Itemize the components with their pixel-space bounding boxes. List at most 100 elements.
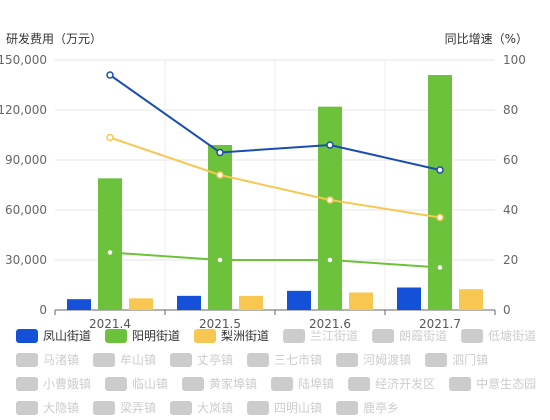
x-tick-label: 2021.6 (309, 317, 351, 331)
point-梨洲街道-2021.6[interactable] (326, 196, 334, 204)
legend-label: 阳明街道 (132, 329, 180, 343)
legend-label: 陆埠镇 (298, 376, 334, 391)
legend-label: 小曹娥镇 (43, 377, 91, 391)
x-tick-label: 2021.7 (419, 317, 461, 331)
legend-item[interactable]: 大岚镇 (170, 401, 233, 415)
axes: 0 30,000 60,000 90,000 120,000 150,000 0 20 40 60… (0, 53, 526, 331)
y-right-tick-label: 80 (503, 103, 518, 117)
legend-item[interactable]: 河姆渡镇 (336, 352, 411, 367)
y-right-tick-label: 100 (503, 53, 526, 67)
y-left-tick-label: 0 (39, 303, 47, 317)
legend-swatch (461, 329, 484, 343)
legend-swatch (336, 353, 359, 367)
legend-swatch (271, 377, 294, 391)
legend-swatch (247, 353, 270, 367)
legend-swatch (105, 377, 128, 391)
line-梨洲街道 (109, 136, 441, 219)
legend-swatch (105, 329, 128, 343)
legend-label: 中意生态园 (476, 376, 536, 391)
y-left-tick-label: 90,000 (5, 153, 47, 167)
lines (106, 71, 444, 272)
bar-梨洲街道-2021.6[interactable] (349, 292, 373, 311)
left-axis-title: 研发费用（万元） (6, 31, 102, 46)
bar-阳明街道-2021.4[interactable] (98, 178, 122, 310)
bar-阳明街道-2021.7[interactable] (428, 75, 452, 310)
right-axis-title: 同比增速（%） (445, 32, 528, 46)
legend-label: 鹿亭乡 (363, 400, 399, 415)
legend-item[interactable]: 黄家埠镇 (182, 376, 257, 391)
legend-item[interactable]: 兰江街道 (283, 329, 358, 343)
legend-label: 经济开发区 (375, 376, 435, 391)
legend-swatch (372, 329, 395, 343)
point-阳明街道-2021.7[interactable] (436, 263, 444, 272)
legend-swatch (93, 353, 116, 367)
point-梨洲街道-2021.7[interactable] (436, 213, 444, 222)
legend-swatch (16, 329, 38, 343)
bar-梨洲街道-2021.5[interactable] (239, 295, 263, 310)
legend-swatch (194, 329, 217, 343)
legend-label: 马渚镇 (43, 353, 79, 367)
point-凤山街道-2021.5[interactable] (216, 148, 224, 157)
legend-label: 梨洲街道 (221, 329, 269, 343)
legend-item[interactable]: 牟山镇 (93, 352, 156, 367)
legend-item[interactable]: 梨洲街道 (194, 329, 269, 343)
legend-item[interactable]: 凤山街道 (16, 329, 91, 343)
legend-label: 丈亭镇 (197, 352, 233, 367)
legend-item[interactable]: 朗霞街道 (372, 329, 447, 343)
bar-梨洲街道-2021.7[interactable] (459, 289, 483, 310)
bar-凤山街道-2021.7[interactable] (397, 287, 421, 311)
legend-label: 朗霞街道 (399, 329, 447, 343)
line-凤山街道 (109, 74, 441, 171)
point-梨洲街道-2021.4[interactable] (106, 133, 114, 142)
legend-item[interactable]: 低塘街道 (461, 328, 536, 343)
point-凤山街道-2021.6[interactable] (326, 141, 334, 149)
line-阳明街道 (109, 251, 441, 269)
y-right-tick-label: 60 (503, 153, 518, 167)
bar-阳明街道-2021.6[interactable] (318, 106, 342, 311)
legend-item[interactable]: 中意生态园 (449, 376, 536, 391)
legend-item[interactable]: 马渚镇 (16, 353, 79, 367)
grid (55, 59, 495, 311)
legend-swatch (247, 401, 270, 415)
bar-梨洲街道-2021.4[interactable] (129, 298, 153, 310)
legend-swatch (16, 401, 38, 415)
legend-item[interactable]: 三七市镇 (247, 352, 322, 367)
legend-swatch (170, 353, 193, 367)
legend-item[interactable]: 临山镇 (105, 377, 168, 391)
legend-label: 大隐镇 (43, 401, 79, 415)
bar-凤山街道-2021.5[interactable] (177, 295, 201, 310)
legend-item[interactable]: 鹿亭乡 (336, 400, 399, 415)
legend-label: 四明山镇 (274, 401, 322, 415)
bar-阳明街道-2021.5[interactable] (208, 145, 232, 310)
point-凤山街道-2021.7[interactable] (436, 166, 444, 174)
legend-swatch (336, 401, 359, 415)
legend-label: 临山镇 (132, 377, 168, 391)
y-left-tick-label: 60,000 (5, 203, 47, 217)
legend-item[interactable]: 丈亭镇 (170, 352, 233, 367)
legend-item[interactable]: 小曹娥镇 (16, 377, 91, 391)
point-阳明街道-2021.5[interactable] (216, 256, 224, 264)
y-left-tick-label: 150,000 (0, 53, 47, 67)
point-凤山街道-2021.4[interactable] (106, 71, 114, 79)
y-left-tick-label: 30,000 (5, 253, 47, 267)
x-tick-label: 2021.4 (89, 317, 131, 331)
legend-item[interactable]: 泗门镇 (425, 352, 488, 367)
point-阳明街道-2021.6[interactable] (326, 256, 334, 264)
legend-label: 凤山街道 (43, 329, 91, 343)
point-阳明街道-2021.4[interactable] (106, 248, 114, 257)
legend-label: 兰江街道 (310, 329, 358, 343)
legend-label: 大岚镇 (197, 401, 233, 415)
legend-swatch (283, 329, 306, 343)
bar-凤山街道-2021.6[interactable] (287, 290, 311, 310)
point-梨洲街道-2021.5[interactable] (216, 171, 224, 179)
legend-item[interactable]: 大隐镇 (16, 401, 79, 415)
legend-item[interactable]: 阳明街道 (105, 329, 180, 343)
legend-item[interactable]: 经济开发区 (348, 376, 435, 391)
y-right-tick-label: 40 (503, 203, 518, 217)
legend-item[interactable]: 陆埠镇 (271, 376, 334, 391)
legend-label: 河姆渡镇 (363, 352, 411, 367)
bar-凤山街道-2021.4[interactable] (67, 299, 91, 310)
legend-item[interactable]: 四明山镇 (247, 401, 322, 415)
legend-item[interactable]: 梁弄镇 (93, 400, 156, 415)
